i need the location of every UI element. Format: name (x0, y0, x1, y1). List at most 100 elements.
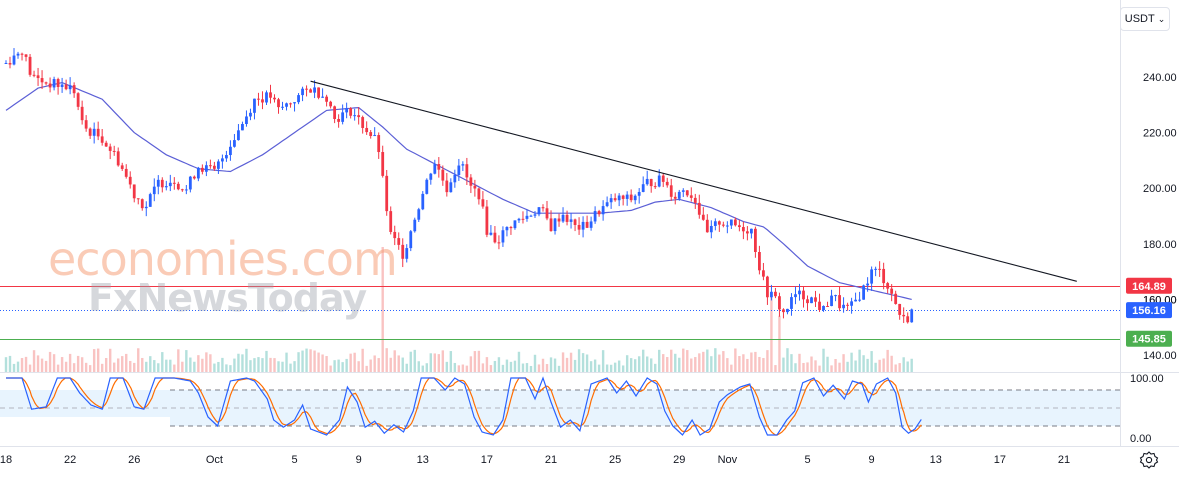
candle-body (72, 85, 76, 94)
volume-bar (453, 362, 457, 372)
candle-body (589, 221, 593, 228)
time-tick-label: 5 (804, 454, 810, 466)
candle-body (541, 207, 545, 209)
candle-body (40, 78, 44, 83)
stoch-d-line (6, 377, 922, 436)
volume-bar (690, 358, 693, 372)
candle-body (321, 96, 324, 98)
candle-body (525, 215, 529, 219)
candle-body (533, 214, 537, 216)
candle-body (301, 88, 304, 96)
price-axis[interactable]: 240.00220.00200.00180.00160.00140.00160.… (1126, 72, 1177, 445)
candle-body (144, 206, 148, 209)
candle-body (585, 221, 589, 228)
candle-body (569, 219, 573, 222)
candle-body (417, 209, 421, 220)
volume-bar (373, 355, 376, 372)
time-axis[interactable]: 18 22 26 Oct 5 9 13 17 21 25 29 Nov 5 9 13 17 21 (0, 454, 1070, 466)
candle-body (176, 183, 180, 190)
candle-body (617, 195, 621, 201)
volume-bar (625, 355, 629, 372)
stoch-tick-label: 100.00 (1130, 373, 1164, 385)
candle-body (116, 151, 120, 166)
time-tick-label: 26 (128, 454, 140, 466)
candle-body (729, 219, 733, 226)
candle-body (814, 297, 817, 302)
volume-bar (533, 354, 537, 372)
candle-body (693, 197, 697, 203)
volume-bar (854, 360, 857, 372)
candle-body (681, 190, 685, 192)
volume-bar (313, 350, 316, 372)
price-tick-label: 140.00 (1143, 350, 1177, 362)
volume-bar (393, 350, 396, 372)
volume-bar (802, 362, 805, 372)
volume-bar (485, 357, 489, 372)
candle-body (549, 218, 553, 232)
volume-bar (810, 356, 813, 372)
candle-body (413, 219, 417, 232)
candle-body (649, 178, 653, 187)
volume-bar (161, 352, 164, 372)
candle-body (64, 84, 68, 90)
volume-bar (169, 359, 172, 372)
volume-bar (758, 356, 761, 372)
candle-body (713, 221, 717, 226)
time-tick-label: 9 (869, 454, 875, 466)
volume-bar (782, 357, 785, 372)
candle-body (778, 296, 781, 310)
candle-body (513, 220, 517, 229)
gear-icon[interactable] (1139, 450, 1159, 470)
candle-body (445, 180, 449, 193)
candle-body (433, 164, 437, 174)
candle-body (705, 219, 709, 233)
volume-bar (113, 362, 116, 372)
volume-bar (269, 357, 272, 372)
chart-grid (0, 0, 1179, 447)
volume-bar (325, 356, 328, 372)
volume-bar (361, 348, 364, 372)
volume-bar (662, 354, 665, 372)
volume-bar (866, 358, 869, 372)
volume-bar (521, 363, 525, 372)
volume-bar (706, 349, 709, 372)
candle-body (429, 173, 433, 180)
volume-bar (605, 364, 609, 372)
volume-bar (88, 365, 92, 372)
time-tick-label: 22 (64, 454, 76, 466)
volume-bar (878, 359, 881, 372)
volume-bar (730, 364, 733, 372)
candle-body (501, 230, 505, 243)
volume-bar (786, 348, 789, 372)
volume-bar (714, 348, 717, 372)
volume-bar (221, 357, 224, 372)
volume-bar (125, 353, 128, 372)
volume-bar (68, 353, 72, 372)
volume-bar (341, 362, 344, 372)
candle-body (870, 269, 874, 284)
candle-body (164, 186, 168, 188)
candle-body (465, 164, 469, 178)
current-price-label: 156.16 (1132, 305, 1166, 317)
volume-bar (349, 353, 352, 372)
volume-bar (345, 358, 348, 372)
time-tick-label: 9 (356, 454, 362, 466)
volume-bar (573, 359, 577, 372)
candle-body (68, 85, 72, 90)
currency-selector[interactable]: USDT ⌄ (1120, 7, 1170, 31)
candle-body (373, 135, 377, 137)
candle-body (485, 206, 489, 235)
candle-body (208, 165, 212, 167)
volume-bar (421, 365, 424, 372)
stochastic-panel (0, 376, 1120, 436)
volume-bar (445, 361, 449, 372)
volume-bar (565, 357, 569, 372)
volume-bar (537, 364, 541, 372)
candle-body (341, 112, 345, 122)
candle-body (850, 301, 853, 306)
volume-bar (413, 349, 416, 372)
trendline[interactable] (310, 80, 1077, 282)
candle-body (613, 198, 617, 201)
volume-bar (694, 357, 697, 372)
